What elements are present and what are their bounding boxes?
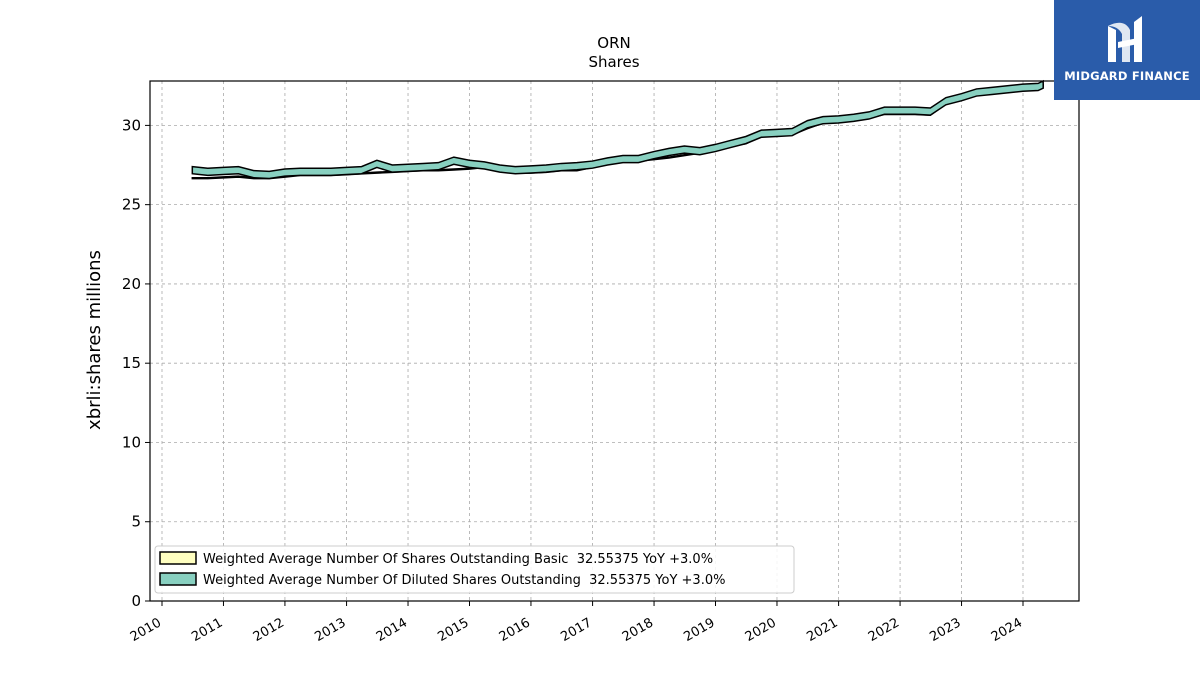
legend-label-diluted: Weighted Average Number Of Diluted Share… xyxy=(203,573,725,588)
legend-box xyxy=(154,545,795,594)
legend: Weighted Average Number Of Shares Outsta… xyxy=(154,545,795,594)
midgard-logo-icon xyxy=(1108,16,1142,62)
grid-lines xyxy=(150,81,1079,602)
series-diluted-area xyxy=(191,79,1044,180)
legend-label-basic: Weighted Average Number Of Shares Outsta… xyxy=(203,552,713,567)
x-tick-label: 2011 xyxy=(189,615,225,645)
y-tick-label: 5 xyxy=(131,513,141,531)
x-tick-label: 2024 xyxy=(989,615,1025,645)
x-tick-label: 2016 xyxy=(497,615,533,645)
y-tick-label: 0 xyxy=(131,592,141,610)
x-tick-label: 2013 xyxy=(312,615,348,645)
brand-logo: MIDGARD FINANCE xyxy=(1054,0,1200,100)
x-tick-label: 2021 xyxy=(804,615,840,645)
x-axis-ticks: 2010 2011 2012 2013 2014 2015 2016 2017 2018 2019… xyxy=(128,601,1025,645)
x-tick-label: 2017 xyxy=(558,615,594,645)
x-tick-label: 2015 xyxy=(435,615,471,645)
x-tick-label: 2020 xyxy=(743,615,779,645)
y-tick-label: 20 xyxy=(122,275,141,293)
chart-subtitle: Shares xyxy=(588,53,639,71)
x-tick-label: 2023 xyxy=(927,615,963,645)
logo-text: MIDGARD FINANCE xyxy=(1064,69,1190,83)
y-tick-label: 30 xyxy=(122,116,141,134)
x-tick-label: 2019 xyxy=(681,615,717,645)
x-tick-label: 2012 xyxy=(251,615,287,645)
legend-swatch-diluted xyxy=(159,572,197,586)
plot-frame xyxy=(149,80,1080,602)
y-tick-label: 25 xyxy=(122,196,141,214)
y-tick-label: 15 xyxy=(122,354,141,372)
x-tick-label: 2022 xyxy=(866,615,902,645)
y-axis-label: xbrli:shares millions xyxy=(84,250,105,430)
x-tick-label: 2010 xyxy=(128,615,164,645)
plot-series xyxy=(191,79,1044,180)
x-tick-label: 2018 xyxy=(620,615,656,645)
legend-swatch-basic xyxy=(159,551,197,565)
series-basic-area xyxy=(191,83,1044,180)
y-axis-ticks: 0 5 10 15 20 25 30 xyxy=(122,116,150,610)
chart-title: ORN xyxy=(597,34,630,52)
x-tick-label: 2014 xyxy=(374,615,410,645)
y-tick-label: 10 xyxy=(122,433,141,451)
